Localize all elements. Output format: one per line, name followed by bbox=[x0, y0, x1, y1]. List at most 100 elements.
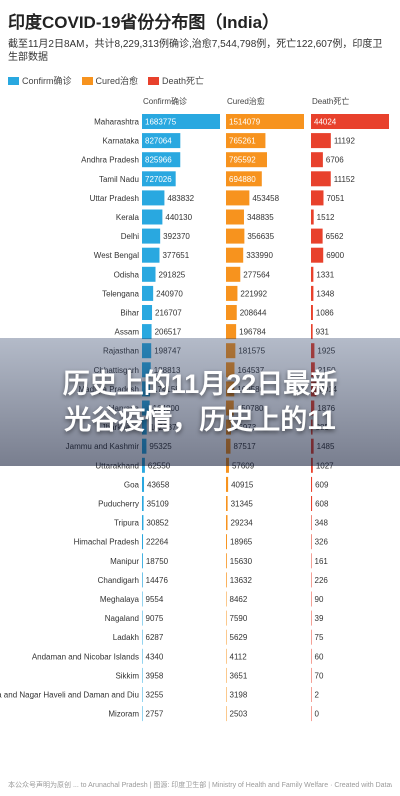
value-label-death: 226 bbox=[315, 576, 329, 585]
bar-confirm bbox=[142, 515, 144, 531]
chart-title: 印度COVID-19省份分布图（India） bbox=[8, 13, 280, 32]
value-label-confirm: 6287 bbox=[146, 633, 164, 642]
value-label-cured: 18965 bbox=[230, 538, 253, 547]
value-label-confirm: 377651 bbox=[162, 251, 189, 260]
bar-death bbox=[311, 610, 312, 626]
bar-cured bbox=[226, 266, 241, 282]
overlay-line-2: 光谷疫情，历史上的11 bbox=[64, 405, 336, 435]
bar-cured bbox=[226, 152, 267, 168]
legend-item-cured: Cured治愈 bbox=[81, 74, 138, 87]
bar-death bbox=[311, 534, 312, 550]
bar-confirm bbox=[142, 171, 176, 187]
overlay-banner: 历史上的11月22日最新 光谷疫情，历史上的11 bbox=[0, 338, 400, 466]
column-header: Cured治愈 bbox=[227, 96, 265, 106]
bar-cured bbox=[226, 610, 227, 626]
bar-cured bbox=[226, 285, 238, 301]
row-label: Tamil Nadu bbox=[99, 175, 139, 184]
bar-cured bbox=[226, 629, 227, 645]
value-label-cured: 795592 bbox=[229, 156, 256, 165]
bar-confirm bbox=[142, 324, 152, 340]
row-label: Kerala bbox=[116, 213, 140, 222]
value-label-death: 1512 bbox=[317, 213, 335, 222]
bar-confirm bbox=[142, 476, 145, 492]
bar-confirm bbox=[142, 133, 181, 149]
value-label-cured: 7590 bbox=[230, 614, 248, 623]
legend-swatch-cured bbox=[81, 76, 93, 85]
value-label-death: 11152 bbox=[334, 175, 356, 184]
row-label: Bihar bbox=[120, 309, 139, 318]
bar-death bbox=[311, 171, 331, 187]
bar-confirm bbox=[142, 285, 154, 301]
value-label-death: 931 bbox=[316, 328, 330, 337]
bar-confirm bbox=[142, 706, 143, 722]
bar-cured bbox=[226, 114, 304, 129]
value-label-confirm: 727026 bbox=[145, 175, 172, 184]
value-label-death: 608 bbox=[315, 500, 329, 509]
value-label-cured: 15630 bbox=[230, 557, 253, 566]
value-label-death: 44024 bbox=[314, 118, 337, 127]
value-label-cured: 3651 bbox=[230, 671, 248, 680]
value-label-cured: 2503 bbox=[230, 710, 248, 719]
value-label-cured: 348835 bbox=[247, 213, 274, 222]
row-label: Ladakh bbox=[113, 633, 139, 642]
value-label-cured: 221992 bbox=[240, 289, 267, 298]
value-label-death: 90 bbox=[315, 595, 324, 604]
value-label-cured: 4112 bbox=[230, 652, 248, 661]
value-label-cured: 8462 bbox=[230, 595, 248, 604]
row-label: Delhi bbox=[121, 232, 139, 241]
legend-item-death: Death死亡 bbox=[148, 74, 204, 87]
value-label-death: 326 bbox=[315, 538, 329, 547]
row-label: Assam bbox=[115, 328, 140, 337]
value-label-death: 609 bbox=[315, 480, 329, 489]
row-label: Chandigarh bbox=[98, 576, 139, 585]
bar-death bbox=[311, 114, 389, 129]
column-header: Confirm确诊 bbox=[143, 96, 187, 106]
value-label-death: 6706 bbox=[326, 156, 344, 165]
bar-cured bbox=[226, 648, 227, 664]
row-label: Telengana bbox=[102, 289, 139, 298]
value-label-confirm: 30852 bbox=[146, 519, 169, 528]
bar-cured bbox=[226, 247, 244, 263]
value-label-confirm: 392370 bbox=[163, 232, 190, 241]
value-label-death: 348 bbox=[315, 519, 329, 528]
row-label: Maharashtra bbox=[94, 118, 139, 127]
bar-death bbox=[311, 305, 313, 320]
bar-death bbox=[311, 553, 312, 569]
value-label-cured: 13632 bbox=[230, 576, 253, 585]
row-label: Puducherry bbox=[98, 500, 139, 509]
value-label-confirm: 440130 bbox=[165, 213, 192, 222]
value-label-death: 70 bbox=[315, 671, 324, 680]
value-label-death: 6562 bbox=[326, 232, 344, 241]
row-label: Andaman and Nicobar Islands bbox=[32, 652, 139, 661]
bar-cured bbox=[226, 687, 227, 702]
value-label-cured: 356635 bbox=[247, 232, 274, 241]
row-label: Karnataka bbox=[103, 137, 140, 146]
value-label-confirm: 18750 bbox=[146, 557, 169, 566]
value-label-confirm: 35109 bbox=[147, 500, 170, 509]
row-label: Manipur bbox=[110, 557, 139, 566]
value-label-death: 2 bbox=[315, 691, 320, 700]
value-label-cured: 694880 bbox=[229, 175, 256, 184]
bar-confirm bbox=[142, 553, 143, 569]
bar-confirm bbox=[142, 629, 143, 645]
row-label: Goa bbox=[124, 480, 140, 489]
value-label-cured: 277564 bbox=[243, 270, 270, 279]
chart-subtitle: 截至11月2日8AM，共计8,229,313例确诊,治愈7,544,798例，死… bbox=[8, 39, 383, 63]
value-label-death: 161 bbox=[315, 557, 329, 566]
value-label-confirm: 2757 bbox=[146, 710, 164, 719]
value-label-cured: 208644 bbox=[240, 309, 267, 318]
value-label-cured: 5629 bbox=[230, 633, 248, 642]
bar-death bbox=[311, 285, 314, 301]
value-label-death: 60 bbox=[315, 652, 324, 661]
bar-confirm bbox=[142, 152, 181, 168]
value-label-confirm: 216707 bbox=[155, 309, 182, 318]
row-label: Andhra Pradesh bbox=[81, 156, 139, 165]
value-label-death: 6900 bbox=[326, 251, 344, 260]
value-label-death: 1348 bbox=[316, 289, 334, 298]
row-label: Meghalaya bbox=[100, 595, 140, 604]
value-label-confirm: 43658 bbox=[147, 480, 170, 489]
value-label-death: 1086 bbox=[316, 309, 334, 318]
row-label: Uttar Pradesh bbox=[90, 194, 139, 203]
value-label-cured: 196784 bbox=[239, 328, 266, 337]
value-label-death: 75 bbox=[315, 633, 324, 642]
